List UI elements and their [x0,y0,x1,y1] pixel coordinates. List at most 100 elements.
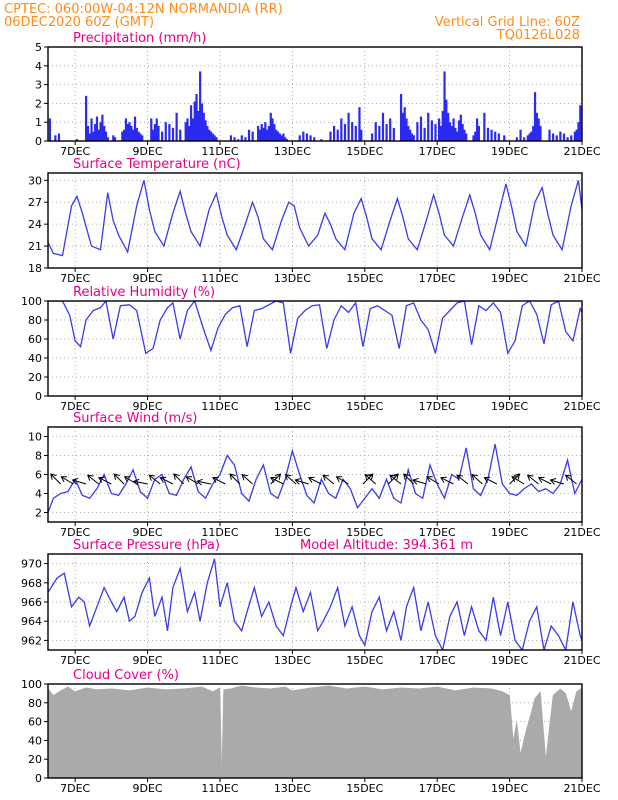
precip-bar [313,137,316,141]
precip-bar [264,122,267,141]
precip-bar [164,122,167,141]
pressure-line [48,558,582,650]
wind-arrow-head [60,476,68,483]
cloud-frame [47,683,583,779]
precip-bar [161,131,164,141]
precip-bar [519,129,522,141]
rh-xtick-label: 11DEC [201,400,238,413]
precip-bar [483,112,486,141]
precip-bar [88,133,91,141]
precip-bar [285,139,289,141]
precip-title: Precipitation (mm/h) [73,31,206,46]
pressure-annotation: Model Altitude: 394.361 m [300,538,473,553]
precip-bar [526,135,529,141]
temp-xtick-label: 7DEC [60,272,90,285]
wind-arrow-head [294,478,302,485]
precip-bar [247,129,251,141]
precip-bar [202,112,205,141]
pressure-ytick-label: 970 [21,558,42,571]
cloud-xtick-label: 17DEC [419,782,456,795]
precip-bar [275,129,278,141]
precip-bar [559,131,562,141]
pressure-frame [47,553,583,651]
precip-bar [280,135,283,141]
precip-bar [237,139,240,141]
precip-bar [579,105,582,141]
precip-bar [244,137,247,141]
wind-arrow [426,476,440,485]
wind-arrow [364,474,376,485]
wind-arrow-head [513,473,521,480]
precip-bar [256,125,260,141]
precip-xtick-label: 9DEC [133,145,163,158]
pressure-xtick-label: 13DEC [274,654,311,667]
precip-bar [410,133,414,141]
rh-series [48,301,582,356]
precip-xtick-label: 13DEC [274,145,311,158]
wind-arrow [550,479,565,485]
precip-bar [233,137,236,141]
precip-bar [151,129,155,141]
wind-arrow-head [389,474,396,481]
rh-line [48,301,582,356]
precip-ytick-label: 4 [35,60,42,73]
wind-arrow [336,476,349,485]
precip-bar [437,118,441,141]
rh-ytick-label: 40 [28,352,42,365]
rh-xtick-label: 17DEC [419,400,456,413]
wind-xtick-label: 17DEC [419,526,456,539]
wind-arrow [362,473,374,485]
precip-bar [423,127,426,141]
rh-xtick-label: 9DEC [133,400,163,413]
precip-bar [204,120,207,141]
wind-arrow-head [537,476,545,483]
precip-bar [150,118,153,141]
wind-arrow-head [471,473,478,481]
precip-bar [573,131,576,141]
wind-arrow [412,479,427,485]
precip-bar [126,124,129,141]
wind-arrow-head [229,473,236,480]
header-grid-note: Vertical Grid Line: 60Z [435,15,580,30]
wind-arrow-head [97,476,105,483]
wind-arrow [270,473,281,485]
precip-bar [269,112,272,141]
pressure-xtick-label: 19DEC [491,654,528,667]
header-location: CPTEC: 060:00W-04:12N NORMANDIA (RR) [4,2,283,17]
wind-arrow-head [241,473,248,481]
rh-xtick-label: 19DEC [491,400,528,413]
precip-bar [157,125,160,141]
wind-arrow-head [284,473,292,481]
precip-panel: 0 1 2 3 4 5 7DEC 9DEC 11DEC 13DEC 15DEC 17DEC 19DEC 2… [35,31,601,158]
temp-ytick-label: 24 [28,218,42,231]
temp-xtick-label: 9DEC [133,272,163,285]
wind-arrow-head [526,474,534,481]
precip-bar [537,118,540,141]
precip-bar [392,127,395,141]
precip-bar [385,124,388,141]
wind-xtick-label: 11DEC [201,526,238,539]
pressure-ytick-label: 962 [21,634,42,647]
precip-bar [358,107,361,141]
wind-arrow [160,477,174,485]
wind-xtick-label: 9DEC [133,526,163,539]
wind-arrow [270,477,284,485]
pressure-xtick-label: 9DEC [133,654,163,667]
pressure-xtick-label: 21DEC [563,654,600,667]
rh-xtick-label: 7DEC [60,400,90,413]
precip-bar [305,133,309,141]
precip-bar [260,124,263,141]
temp-xtick-label: 17DEC [419,272,456,285]
wind-arrow [440,477,454,485]
precip-series [48,71,582,141]
wind-ytick-label: 2 [35,507,42,520]
precip-bar [515,137,519,141]
precip-bar [168,124,171,141]
rh-ytick-label: 60 [28,333,42,346]
precip-bar [333,125,336,141]
temp-title: Surface Temperature (nC) [73,157,241,172]
precip-bar [298,135,301,141]
cloud-area [48,685,582,778]
precip-bar [430,120,433,141]
rh-ytick-label: 0 [35,390,42,403]
